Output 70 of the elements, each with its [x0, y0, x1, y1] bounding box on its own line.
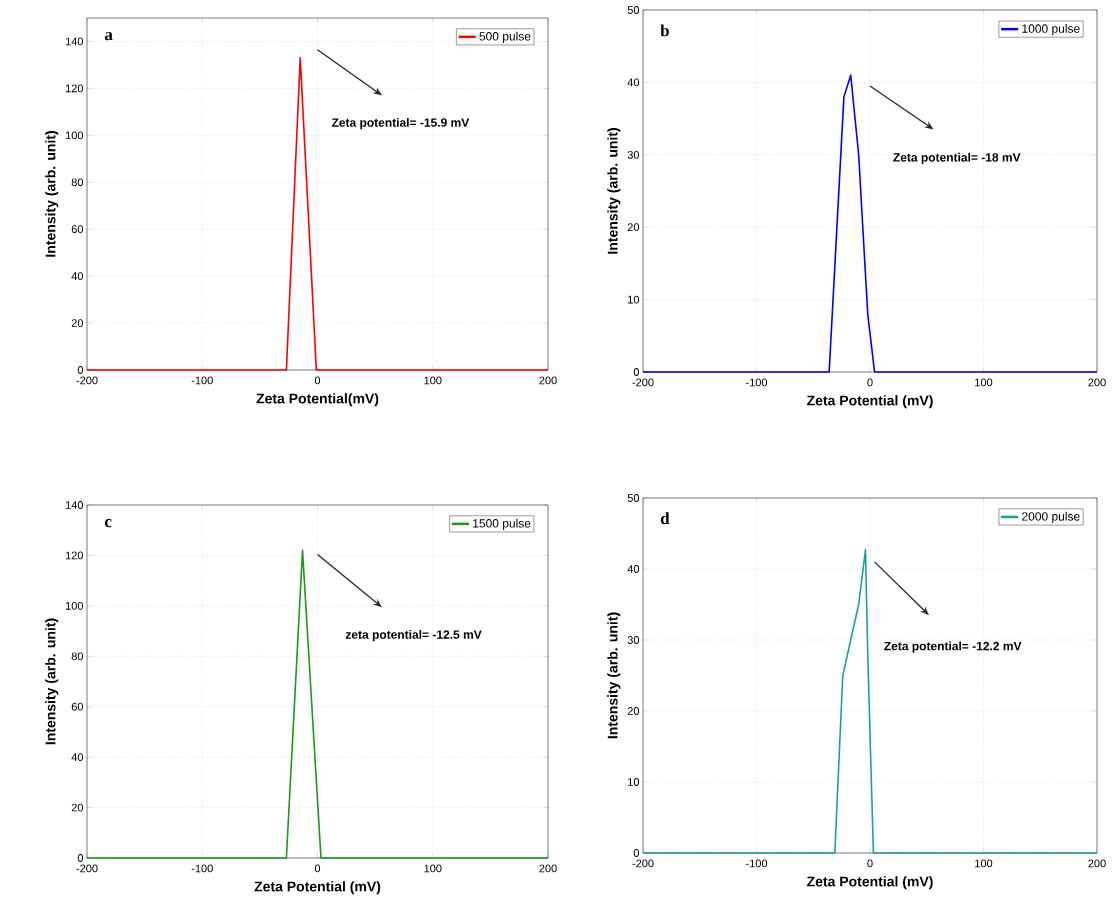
x-tick-label: 0 [867, 859, 873, 868]
y-tick-label: 100 [65, 601, 84, 610]
y-tick-label: 0 [633, 368, 640, 376]
x-axis-title: Zeta Potential (mV) [807, 395, 933, 409]
y-tick-label: 140 [65, 501, 84, 509]
annotation: Zeta potential= -12.2 mV [884, 641, 1022, 653]
y-tick-label: 20 [71, 319, 84, 327]
y-tick-label: 120 [65, 84, 84, 93]
y-tick-label: 40 [627, 565, 640, 573]
text: c [104, 519, 112, 528]
y-tick-label: 80 [71, 178, 84, 187]
text: b [660, 24, 669, 37]
y-axis-title: Intensity (arb. unit) [607, 128, 621, 254]
legend-label: 500 pulse [479, 31, 531, 43]
y-tick-label: 30 [627, 636, 640, 644]
y-tick-label: 60 [71, 702, 84, 711]
x-axis-title: Zeta Potential(mV) [256, 393, 379, 407]
y-tick-label: 20 [627, 707, 640, 715]
y-tick-label: 120 [65, 551, 84, 560]
y-tick-label: 50 [627, 494, 640, 502]
annotation: Zeta potential= -18 mV [893, 152, 1021, 165]
legend-label: 2000 pulse [1022, 511, 1080, 524]
x-tick-label: 200 [1088, 378, 1106, 387]
line-series [642, 74, 1098, 373]
legend-label: 1500 pulse [473, 518, 531, 530]
x-tick-label: -100 [745, 859, 768, 868]
y-tick-label: 60 [71, 225, 84, 234]
y-tick-label: 40 [71, 753, 84, 762]
y-tick-label: 0 [77, 854, 84, 862]
x-tick-label: 200 [539, 376, 557, 385]
x-tick-label: 100 [424, 864, 442, 873]
y-tick-label: 40 [71, 272, 84, 281]
y-tick-label: 80 [71, 652, 84, 661]
y-tick-label: 140 [65, 37, 84, 46]
text: a [104, 32, 113, 41]
y-tick-label: 50 [627, 6, 640, 14]
x-tick-label: 200 [539, 864, 557, 873]
x-axis-title: Zeta Potential (mV) [254, 881, 381, 895]
x-tick-label: -200 [76, 376, 98, 385]
x-axis-title: Zeta Potential (mV) [807, 876, 933, 890]
x-tick-label: -200 [76, 864, 98, 873]
y-tick-label: 100 [65, 131, 84, 140]
y-axis-title: Intensity (arb. unit) [607, 612, 621, 739]
y-tick-label: 20 [627, 223, 640, 232]
x-tick-label: 0 [314, 376, 321, 385]
text: d [660, 512, 670, 525]
y-axis-title: Intensity (arb. unit) [45, 131, 59, 257]
y-tick-label: 0 [77, 366, 84, 374]
y-tick-label: 30 [627, 150, 640, 159]
x-tick-label: -200 [632, 859, 654, 868]
y-tick-label: 10 [628, 295, 640, 304]
annotation: Zeta potential= -15.9 mV [331, 118, 470, 130]
y-axis-title: Intensity (arb. unit) [45, 618, 59, 745]
line-series [642, 549, 1098, 854]
x-tick-label: -100 [745, 378, 768, 387]
legend-label: 1000 pulse [1022, 24, 1080, 36]
x-tick-label: 100 [424, 376, 442, 385]
y-tick-label: 20 [71, 803, 84, 812]
x-tick-label: -100 [191, 376, 213, 385]
x-tick-label: -100 [191, 864, 213, 873]
x-tick-label: 0 [867, 378, 873, 387]
x-tick-label: 100 [975, 859, 993, 868]
y-tick-label: 40 [627, 78, 640, 87]
y-tick-label: 0 [633, 849, 640, 857]
x-tick-label: 0 [314, 864, 321, 873]
y-tick-label: 10 [628, 778, 640, 786]
x-tick-label: 200 [1088, 859, 1106, 868]
annotation: zeta potential= -12.5 mV [345, 630, 482, 642]
x-tick-label: -200 [632, 378, 654, 387]
x-tick-label: 100 [975, 378, 993, 387]
